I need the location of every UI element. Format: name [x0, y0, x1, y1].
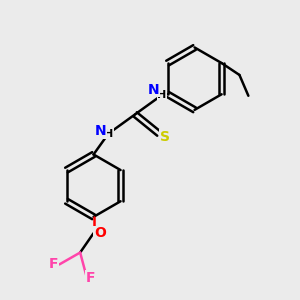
Text: F: F	[49, 257, 59, 272]
Text: F: F	[86, 271, 95, 285]
Text: N: N	[94, 124, 106, 138]
Text: N: N	[148, 83, 159, 97]
Text: H: H	[157, 90, 167, 100]
Text: H: H	[104, 129, 113, 139]
Text: O: O	[94, 226, 106, 240]
Text: S: S	[160, 130, 170, 144]
